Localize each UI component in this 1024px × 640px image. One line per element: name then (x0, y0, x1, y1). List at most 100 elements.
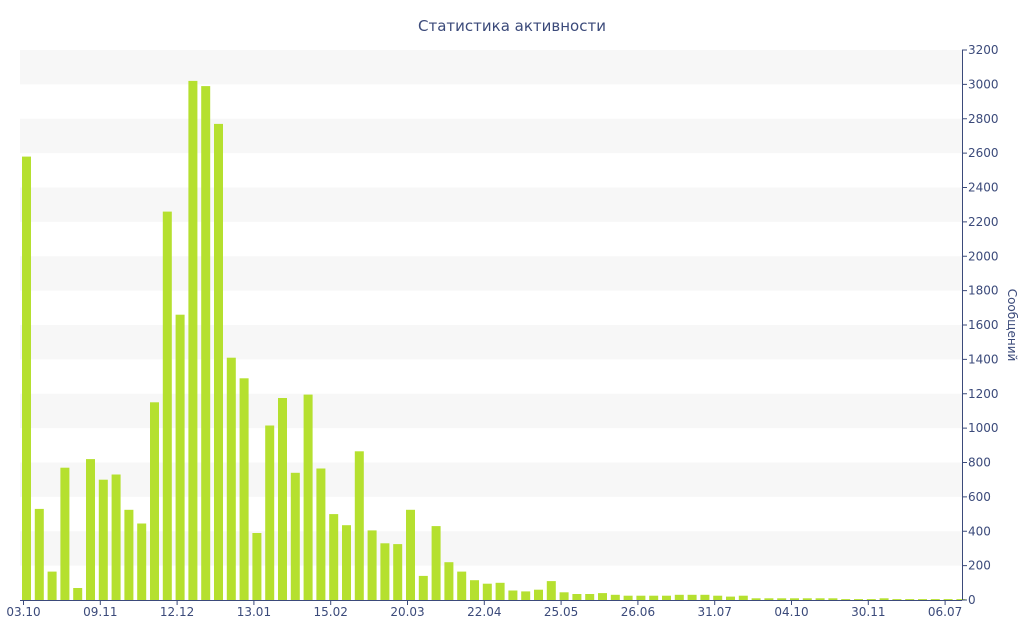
bar (828, 598, 838, 600)
bar (98, 479, 108, 600)
bar (406, 509, 415, 600)
bar (278, 398, 287, 600)
x-tick-label: 04.10 (774, 605, 808, 619)
bar (572, 594, 582, 600)
x-tick-label: 03.10 (6, 605, 40, 619)
bar (265, 425, 275, 600)
x-tick-label: 26.06 (621, 605, 655, 619)
y-tick-label: 1800 (968, 284, 999, 298)
bar (214, 123, 223, 601)
bar (111, 474, 121, 600)
bar (60, 467, 70, 600)
bar (777, 598, 787, 600)
bar (815, 598, 825, 600)
bar (559, 592, 569, 600)
bar (150, 402, 159, 600)
y-axis-ticks: 0 200 400 600 800 1000 1200 1400 1600 1800 2000 220… (962, 43, 999, 607)
bar (508, 590, 518, 600)
grid-bands (20, 50, 962, 566)
y-tick-label: 200 (968, 559, 991, 573)
bar (22, 156, 31, 600)
y-tick-label: 400 (968, 524, 991, 538)
bar (470, 580, 479, 600)
bar (546, 581, 556, 600)
bar (623, 595, 633, 600)
y-tick-label: 1000 (968, 421, 999, 435)
bar (226, 357, 236, 600)
bar (162, 211, 172, 600)
bar (802, 598, 812, 600)
bar (905, 599, 915, 600)
bar (444, 562, 454, 600)
bar (316, 468, 326, 600)
bar (175, 314, 185, 600)
grid-band (20, 462, 962, 497)
bar (662, 595, 671, 600)
y-tick-label: 1400 (968, 352, 999, 366)
grid-band (20, 393, 962, 429)
x-tick-label: 30.11 (851, 605, 885, 619)
bar (482, 583, 492, 600)
bar (34, 508, 44, 600)
bar (188, 80, 198, 600)
bar (598, 593, 607, 600)
bar (73, 588, 83, 600)
bar (956, 599, 966, 600)
bar (649, 595, 659, 600)
bar (290, 472, 300, 600)
bar (329, 514, 339, 600)
x-tick-label: 22.04 (467, 605, 501, 619)
bar (354, 451, 364, 600)
bar (124, 509, 134, 600)
bar (726, 596, 735, 600)
bar (636, 595, 646, 600)
bar (303, 394, 313, 600)
y-tick-label: 3000 (968, 77, 999, 91)
bar (687, 594, 697, 600)
bar (610, 594, 620, 600)
bar (585, 594, 595, 600)
bar (252, 533, 262, 600)
bar (137, 523, 147, 600)
bar (457, 571, 467, 600)
bar-series (22, 80, 966, 601)
chart-title: Статистика активности (418, 17, 606, 35)
bar (854, 599, 863, 600)
x-tick-label: 06.07 (928, 605, 962, 619)
y-tick-label: 2000 (968, 249, 999, 263)
bar (86, 459, 95, 600)
y-tick-label: 3200 (968, 43, 999, 57)
y-tick-label: 2400 (968, 181, 999, 195)
bar (201, 86, 211, 601)
x-tick-label: 12.12 (160, 605, 194, 619)
y-tick-label: 0 (968, 593, 976, 607)
bar (700, 594, 710, 600)
bar (239, 378, 249, 600)
bar (892, 599, 902, 600)
grid-band (20, 325, 962, 360)
y-tick-label: 600 (968, 490, 991, 504)
bar (738, 595, 748, 600)
x-tick-label: 09.11 (83, 605, 117, 619)
bar (943, 599, 953, 600)
x-tick-label: 20.03 (390, 605, 424, 619)
y-tick-label: 1200 (968, 387, 999, 401)
bar (393, 544, 403, 600)
bar (418, 575, 428, 600)
bar (367, 530, 377, 600)
x-axis-ticks: 03.10 09.11 12.12 13.01 15.02 20.03 22.04 25.05… (6, 600, 962, 619)
grid-band (20, 256, 962, 291)
grid-band (20, 531, 962, 566)
grid-band (20, 187, 962, 222)
bar (521, 591, 531, 600)
grid-band (20, 50, 962, 85)
bar (47, 571, 57, 600)
bar (713, 595, 723, 600)
y-tick-label: 1600 (968, 318, 999, 332)
y-tick-label: 800 (968, 456, 991, 470)
bar (879, 598, 889, 600)
bar (431, 526, 441, 600)
bar (866, 599, 876, 600)
